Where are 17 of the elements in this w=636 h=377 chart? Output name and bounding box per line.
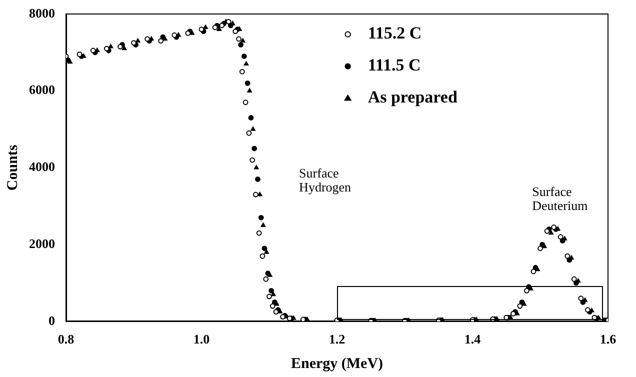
x-tick-label: 1.4 [464, 332, 482, 347]
x-tick-label: 0.8 [58, 332, 75, 347]
legend-label: As prepared [368, 88, 458, 107]
y-tick-label: 2000 [29, 236, 55, 251]
x-tick-label: 1.0 [193, 332, 210, 347]
legend-label: 111.5 C [368, 56, 421, 75]
x-axis-title: Energy (MeV) [290, 356, 384, 372]
y-tick-label: 4000 [29, 159, 55, 174]
y-tick-label: 8000 [29, 5, 55, 20]
y-tick-label: 0 [48, 312, 55, 328]
x-tick-label: 1.6 [600, 332, 617, 347]
annotation: Surface Hydrogen [299, 166, 352, 195]
y-tick-label: 6000 [29, 82, 55, 98]
y-axis-title: Counts [4, 144, 21, 191]
annotation: Surface Deuterium [532, 184, 588, 214]
legend-label: 115.2 C [368, 24, 422, 43]
x-tick-label: 1.2 [328, 332, 346, 347]
